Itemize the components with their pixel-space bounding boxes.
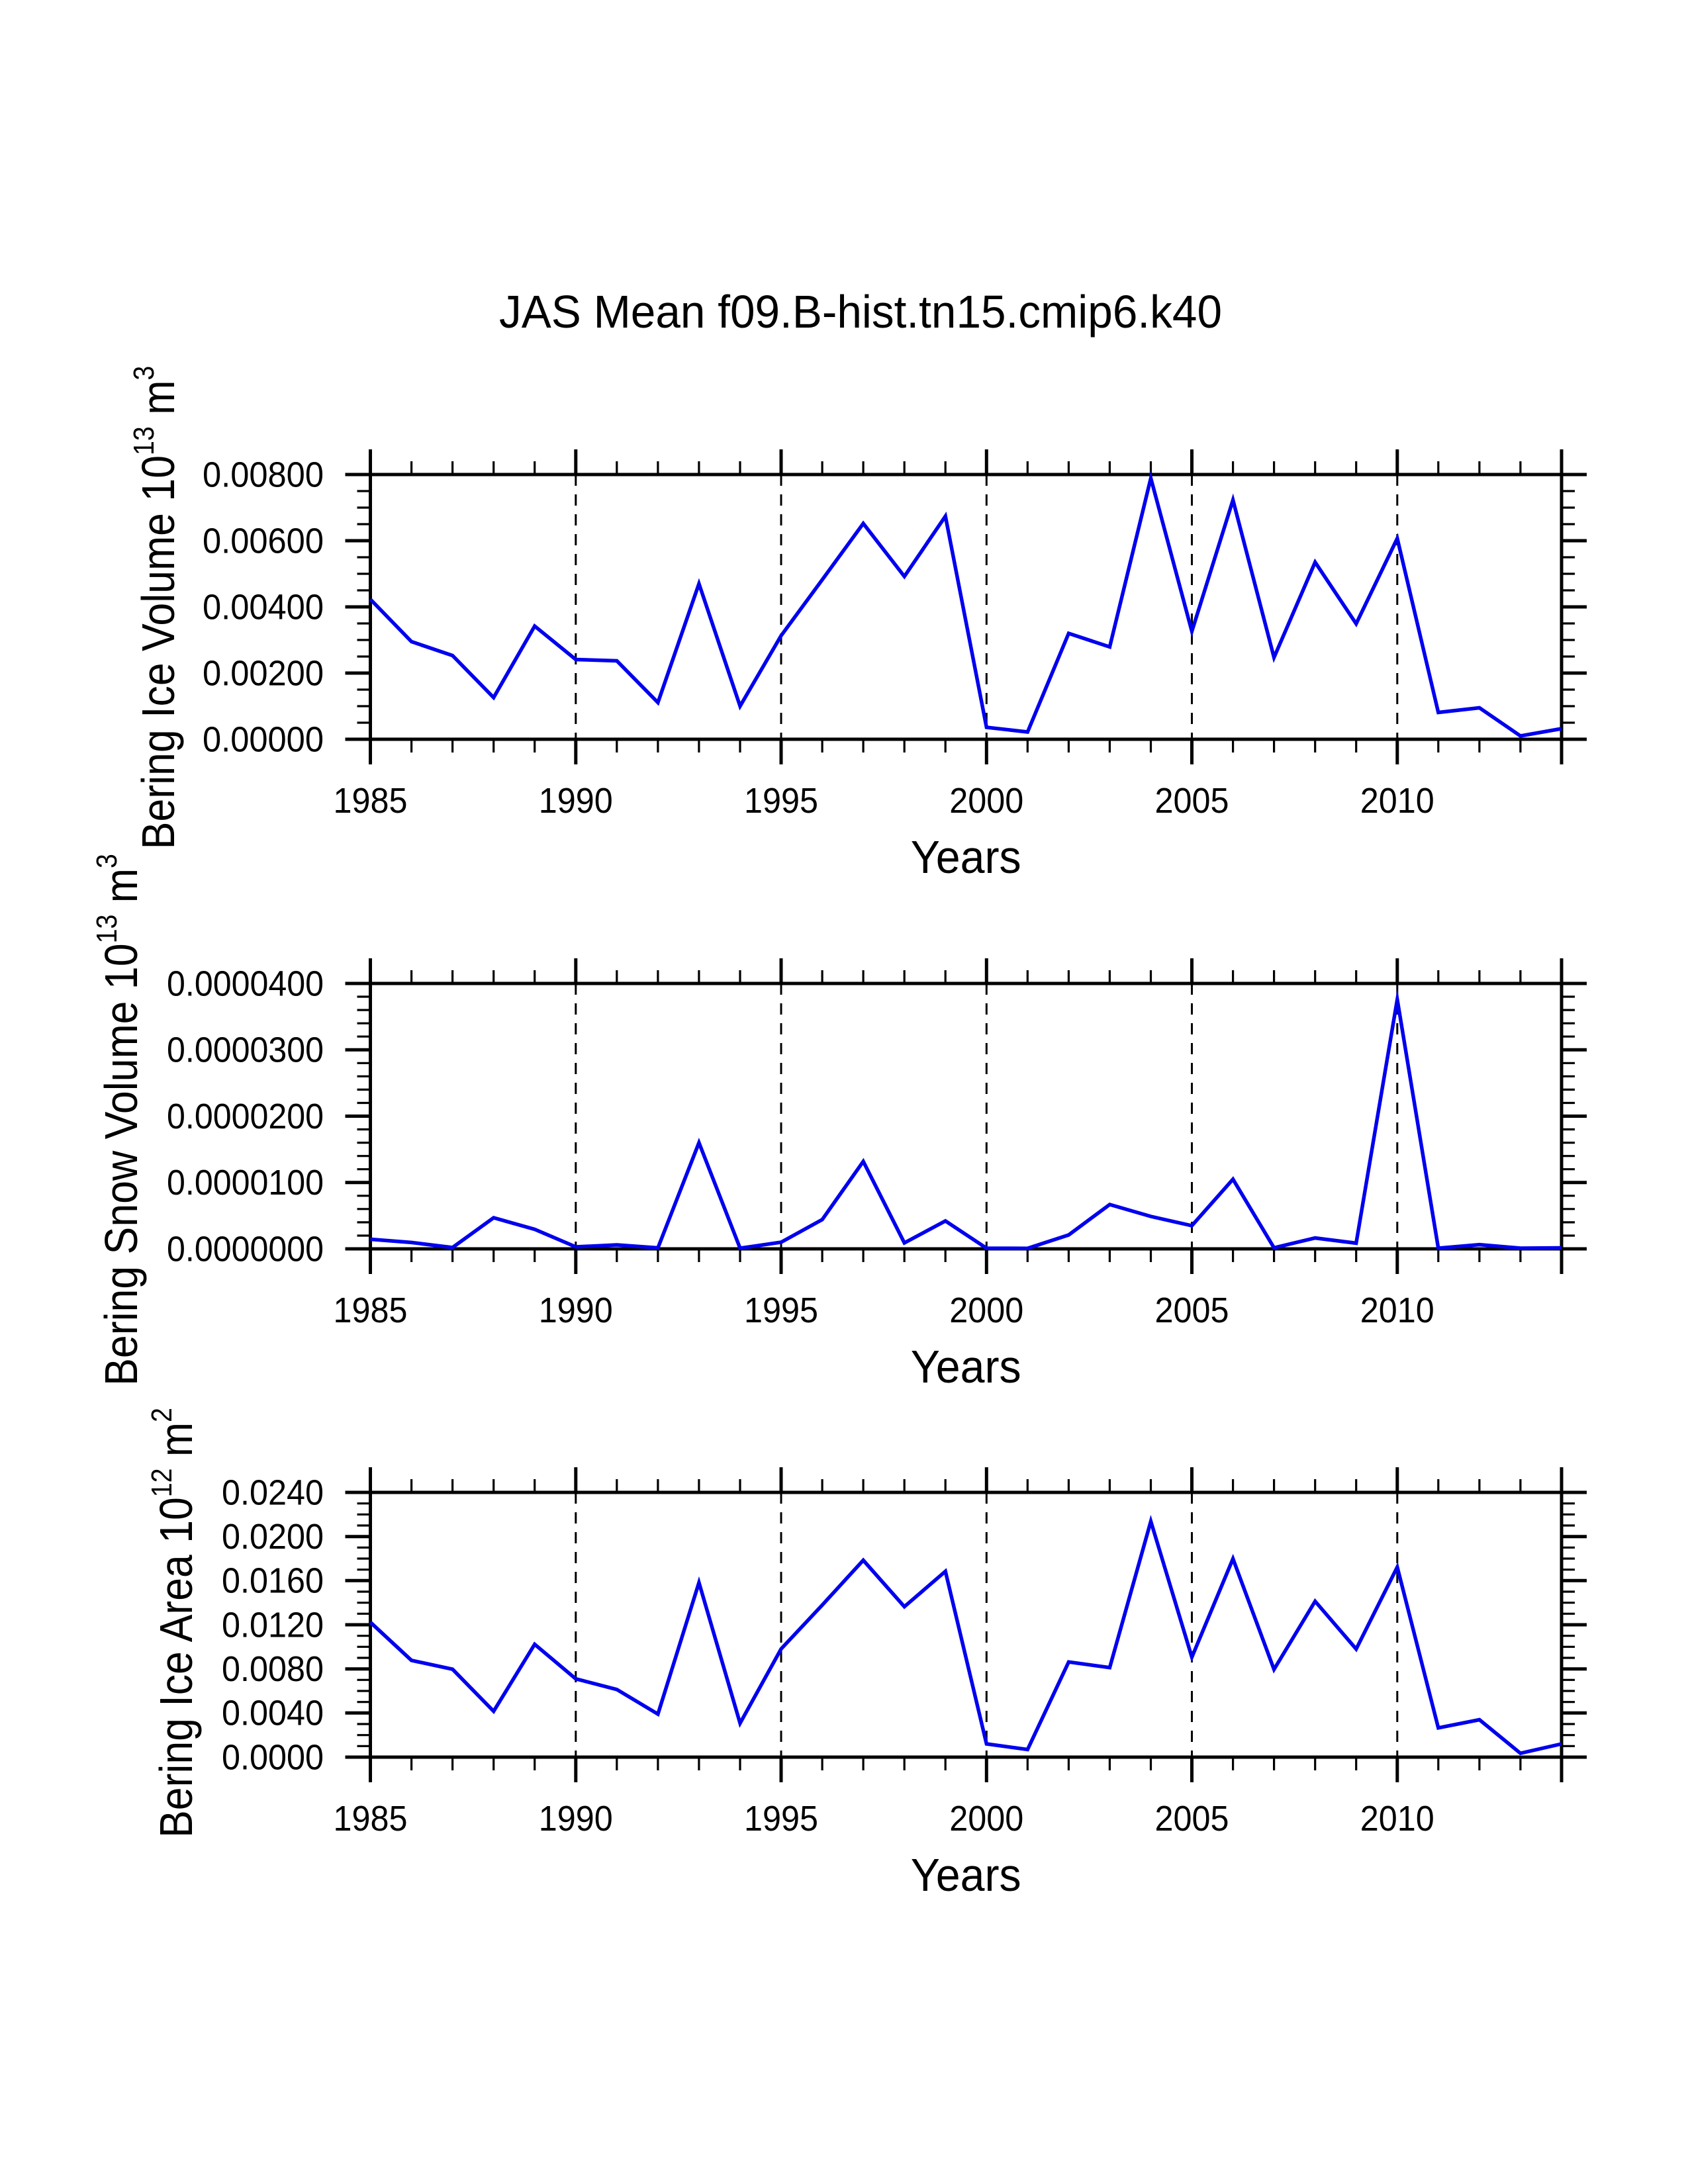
svg-text:2005: 2005 — [1155, 1291, 1229, 1330]
svg-text:0.0000000: 0.0000000 — [167, 1229, 324, 1269]
svg-text:0.00800: 0.00800 — [203, 455, 324, 494]
svg-text:Years: Years — [911, 1849, 1021, 1901]
svg-text:0.00000: 0.00000 — [203, 719, 324, 759]
svg-text:0.0080: 0.0080 — [222, 1649, 324, 1689]
svg-text:0.0040: 0.0040 — [222, 1694, 324, 1733]
svg-text:1985: 1985 — [334, 781, 408, 821]
svg-text:JAS Mean f09.B-hist.tn15.cmip6: JAS Mean f09.B-hist.tn15.cmip6.k40 — [499, 286, 1222, 338]
svg-text:2000: 2000 — [949, 781, 1023, 821]
svg-text:2005: 2005 — [1155, 781, 1229, 821]
svg-text:1985: 1985 — [334, 1799, 408, 1839]
svg-text:1995: 1995 — [744, 1291, 818, 1330]
svg-text:Years: Years — [911, 1341, 1021, 1392]
svg-text:0.00200: 0.00200 — [203, 653, 324, 693]
svg-text:0.0000200: 0.0000200 — [167, 1097, 324, 1136]
svg-text:2005: 2005 — [1155, 1799, 1229, 1839]
svg-text:1985: 1985 — [334, 1291, 408, 1330]
svg-text:2010: 2010 — [1360, 1799, 1434, 1839]
svg-text:0.0160: 0.0160 — [222, 1561, 324, 1601]
svg-text:2000: 2000 — [949, 1291, 1023, 1330]
svg-text:2010: 2010 — [1360, 781, 1434, 821]
svg-text:0.0000100: 0.0000100 — [167, 1163, 324, 1203]
svg-text:0.0000: 0.0000 — [222, 1737, 324, 1777]
svg-text:0.0240: 0.0240 — [222, 1473, 324, 1512]
svg-text:0.0120: 0.0120 — [222, 1605, 324, 1645]
svg-text:Years: Years — [911, 831, 1021, 883]
svg-text:0.00600: 0.00600 — [203, 521, 324, 561]
svg-text:0.0000300: 0.0000300 — [167, 1030, 324, 1070]
svg-text:1990: 1990 — [539, 1799, 613, 1839]
svg-text:1995: 1995 — [744, 781, 818, 821]
svg-text:2000: 2000 — [949, 1799, 1023, 1839]
svg-text:0.00400: 0.00400 — [203, 587, 324, 627]
svg-text:2010: 2010 — [1360, 1291, 1434, 1330]
svg-text:1995: 1995 — [744, 1799, 818, 1839]
svg-text:0.0200: 0.0200 — [222, 1517, 324, 1557]
svg-text:1990: 1990 — [539, 1291, 613, 1330]
svg-text:1990: 1990 — [539, 781, 613, 821]
svg-text:0.0000400: 0.0000400 — [167, 964, 324, 1003]
